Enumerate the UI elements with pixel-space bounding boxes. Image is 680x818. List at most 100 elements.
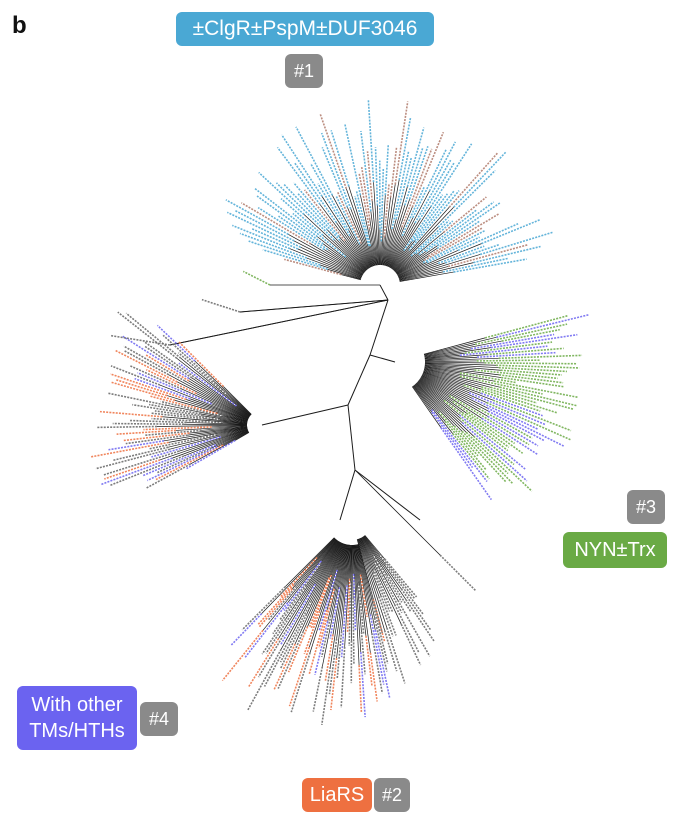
clade-3-branch (424, 366, 502, 378)
long-branch (239, 299, 389, 313)
leaf-label (452, 400, 516, 445)
clade-1-branch (300, 246, 363, 277)
leaf-label (386, 574, 412, 612)
clade-4-branch (196, 393, 249, 419)
leaf-label (162, 334, 215, 383)
leaf-label (380, 167, 385, 242)
leaf-label (470, 333, 555, 350)
leaf-label (296, 192, 341, 241)
clade-1-branch (398, 263, 439, 279)
clade-1-branch (332, 195, 371, 268)
backbone-branch (369, 299, 389, 356)
clade-2-branch (289, 541, 340, 625)
leaf-label (111, 381, 176, 402)
leaf-label (408, 190, 460, 251)
clade-4-branch (184, 380, 250, 418)
clade-2-branch (353, 544, 362, 653)
clade-1-branch (339, 240, 367, 271)
clade-2b-branch (364, 535, 380, 555)
leaf-label (273, 643, 296, 690)
clade-3-branch (413, 385, 454, 434)
clade-2b-branch (358, 538, 382, 596)
clade-3-branch (423, 337, 486, 355)
clade-3-branch (412, 385, 433, 413)
clade-4-branch (227, 394, 251, 416)
leaf-label (115, 349, 178, 383)
leaf-label (401, 148, 433, 228)
leaf-label (389, 147, 398, 198)
clade-2b-branch (359, 538, 374, 573)
long-branch (354, 469, 441, 556)
leaf-label (442, 196, 487, 234)
clade-4-branch (168, 374, 249, 419)
leaf-label (492, 399, 572, 432)
leaf-label (132, 403, 203, 417)
clade-1-branch (288, 234, 363, 276)
backbone-branch (339, 469, 356, 521)
clade-3-branch (424, 352, 465, 359)
clade-3-number: #3 (627, 490, 665, 524)
leaf-label (403, 194, 444, 252)
leaf-label (499, 374, 564, 384)
clade-2-branch (354, 544, 359, 584)
leaf-label (501, 376, 564, 388)
leaf-label (452, 433, 490, 480)
leaf-label (500, 369, 562, 376)
leaf-label (464, 341, 553, 354)
leaf-label (487, 407, 564, 447)
clade-2-branch (355, 544, 373, 634)
leaf-label (437, 169, 496, 228)
leaf-label (151, 436, 221, 458)
clade-2b-branch (361, 537, 399, 601)
leaf-label (418, 209, 477, 256)
leaf-label (486, 347, 564, 356)
clade-3-branch (413, 385, 432, 410)
clade-2-branch (357, 544, 375, 618)
clade-1-branch (317, 236, 365, 274)
clade-2-branch (321, 539, 338, 562)
clade-1-branch (321, 196, 370, 269)
backbone-branch (354, 469, 421, 521)
leaf-label (230, 613, 263, 646)
leaf-label (330, 130, 350, 187)
clade-4-branch (194, 360, 252, 415)
clade-1-branch (391, 241, 413, 270)
clade-2-branch (300, 540, 339, 600)
leaf-label (308, 577, 330, 628)
clade-4-branch (204, 418, 248, 424)
leaf-label (493, 380, 579, 399)
clade-1-branch (377, 205, 380, 266)
leaf-label (386, 627, 406, 684)
clade-3-branch (420, 377, 450, 396)
clade-1-branch (396, 245, 438, 274)
clade-1-branch (395, 254, 420, 274)
clade-1-branch (394, 253, 416, 273)
leaf-label (459, 375, 543, 395)
clade-1-label: ±ClgR±PspM±DUF3046 (176, 12, 434, 46)
leaf-label (295, 126, 334, 196)
clade-3-branch (423, 371, 464, 386)
leaf-label (487, 415, 539, 447)
leaf-label (112, 422, 184, 426)
clade-4-branch (201, 425, 248, 431)
leaf-label (330, 657, 338, 711)
clade-2-label: LiaRS (302, 778, 372, 812)
clade-4-branch (211, 425, 248, 428)
clade-1-branch (394, 255, 412, 272)
leaf-label (410, 219, 450, 257)
leaf-label (321, 147, 349, 208)
tree-leaves (90, 99, 590, 725)
clade-1-branch (396, 255, 429, 276)
clade-4-branch (180, 357, 251, 416)
leaf-label (157, 447, 212, 474)
clade-4-branch (175, 425, 248, 431)
clade-1-branch (341, 274, 361, 281)
clade-1-branch (383, 179, 400, 266)
clade-3-branch (424, 363, 501, 371)
leaf-label (293, 182, 340, 238)
leaf-label (156, 324, 196, 362)
clade-3-branch (423, 369, 491, 388)
clade-3-branch (415, 383, 455, 427)
leaf-label (277, 631, 304, 689)
clade-3-branch (419, 378, 453, 402)
